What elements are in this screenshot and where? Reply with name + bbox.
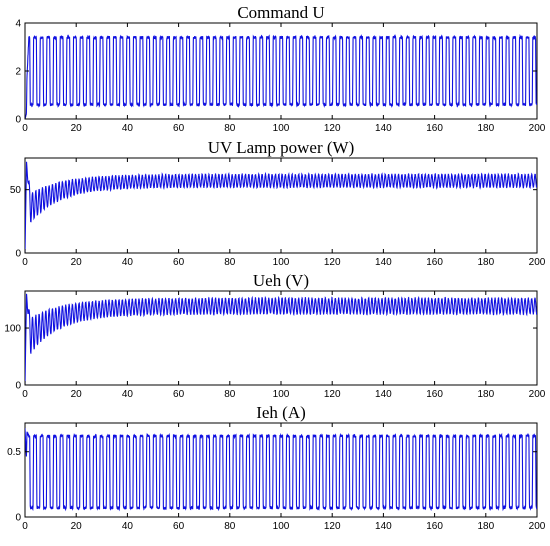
x-tick-label: 160 [426, 521, 443, 532]
x-tick-label: 200 [529, 389, 546, 400]
subplot-title: Ieh (A) [256, 403, 306, 422]
series-line-2-1 [25, 161, 537, 253]
x-tick-label: 80 [224, 257, 236, 268]
x-tick-label: 160 [426, 257, 443, 268]
y-tick-label: 0 [15, 513, 21, 524]
x-tick-label: 20 [71, 123, 83, 134]
subplot-title: Ueh (V) [253, 271, 309, 290]
y-tick-label: 0 [15, 381, 21, 392]
series-line-1-1 [25, 33, 537, 119]
y-tick-label: 100 [4, 324, 21, 335]
x-tick-label: 40 [122, 389, 134, 400]
y-tick-label: 50 [10, 185, 22, 196]
x-tick-label: 200 [529, 123, 546, 134]
series-line-4-1 [25, 428, 537, 512]
x-tick-label: 120 [324, 257, 341, 268]
x-tick-label: 80 [224, 521, 236, 532]
x-tick-label: 160 [426, 389, 443, 400]
y-tick-label: 0 [15, 249, 21, 260]
x-tick-label: 120 [324, 521, 341, 532]
x-tick-label: 60 [173, 123, 185, 134]
x-tick-label: 100 [273, 123, 290, 134]
x-tick-label: 140 [375, 521, 392, 532]
subplot-title: Command U [237, 3, 324, 22]
x-tick-label: 140 [375, 389, 392, 400]
subplot-2: 0 20 40 60 80 100 120 140 160 180 200 0 50 UV Lamp po… [10, 138, 546, 268]
y-tick-label: 0 [15, 115, 21, 126]
x-tick-label: 0 [22, 123, 28, 134]
y-tick-label: 0.5 [7, 447, 21, 458]
subplot-1: 0 20 40 60 80 100 120 140 160 180 200 0 2 4 Command U [15, 3, 545, 134]
x-tick-label: 20 [71, 389, 83, 400]
y-tick-label: 2 [15, 67, 21, 78]
x-tick-label: 180 [477, 521, 494, 532]
x-tick-label: 80 [224, 389, 236, 400]
x-tick-label: 0 [22, 257, 28, 268]
x-tick-label: 160 [426, 123, 443, 134]
x-tick-label: 20 [71, 257, 83, 268]
x-tick-label: 120 [324, 123, 341, 134]
x-tick-label: 0 [22, 521, 28, 532]
x-tick-label: 60 [173, 521, 185, 532]
subplot-4: 0 20 40 60 80 100 120 140 160 180 200 0 0.5 Ieh (A) [7, 403, 546, 532]
x-tick-label: 100 [273, 257, 290, 268]
x-tick-label: 140 [375, 257, 392, 268]
x-tick-label: 0 [22, 389, 28, 400]
x-tick-label: 60 [173, 257, 185, 268]
subplot-title: UV Lamp power (W) [208, 138, 355, 157]
x-tick-label: 200 [529, 521, 546, 532]
x-tick-label: 140 [375, 123, 392, 134]
x-tick-label: 60 [173, 389, 185, 400]
x-tick-label: 20 [71, 521, 83, 532]
x-tick-label: 180 [477, 123, 494, 134]
x-tick-label: 120 [324, 389, 341, 400]
x-tick-label: 40 [122, 123, 134, 134]
x-tick-label: 100 [273, 521, 290, 532]
x-tick-label: 180 [477, 389, 494, 400]
x-tick-label: 100 [273, 389, 290, 400]
x-tick-label: 40 [122, 257, 134, 268]
plot-frame [24, 157, 538, 254]
y-tick-label: 4 [15, 19, 21, 30]
x-tick-label: 180 [477, 257, 494, 268]
x-tick-label: 40 [122, 521, 134, 532]
series-line-3-1 [25, 293, 537, 385]
subplot-3: 0 20 40 60 80 100 120 140 160 180 200 0 100 Ueh (V) [4, 271, 545, 400]
x-tick-label: 80 [224, 123, 236, 134]
x-tick-label: 200 [529, 257, 546, 268]
